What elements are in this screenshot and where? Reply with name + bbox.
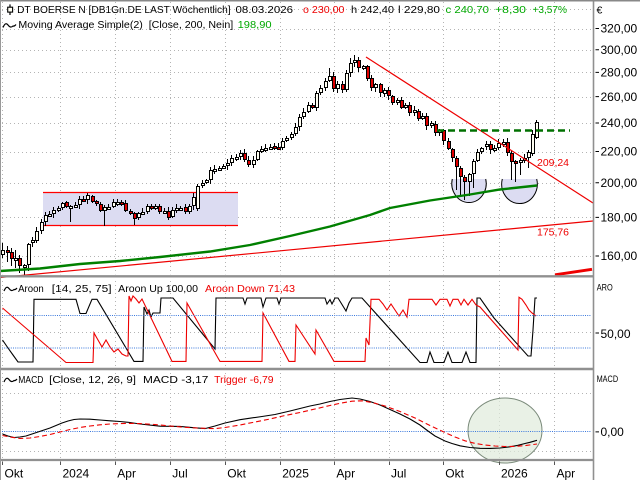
svg-text:300,00: 300,00 [601,43,638,57]
svg-text:50,00: 50,00 [601,327,631,341]
svg-text:0,00: 0,00 [601,425,625,439]
svg-text:240,00: 240,00 [601,116,638,130]
svg-text:+3,57%: +3,57% [533,5,568,16]
svg-text:Jul: Jul [391,467,406,481]
svg-text:MACD: MACD [597,374,619,384]
svg-text:160,00: 160,00 [601,249,638,263]
svg-text:€: € [597,5,603,17]
svg-text:Jul: Jul [172,467,187,481]
svg-text:ARO: ARO [597,282,613,292]
svg-text:Okt: Okt [445,467,464,481]
svg-text:Moving Average Simple(2) [Clo: Moving Average Simple(2) [Close, 200, Ne… [18,20,233,31]
svg-text:DT BOERSE N [DB1Gn.DE LAST Wöc: DT BOERSE N [DB1Gn.DE LAST Wöchentlich] [17,5,231,16]
svg-text:[Close, 12, 26, 9]: [Close, 12, 26, 9] [49,375,136,386]
svg-text:220,00: 220,00 [601,145,638,159]
svg-text:198,90: 198,90 [238,20,272,31]
svg-text:2024: 2024 [63,467,90,481]
svg-text:2026: 2026 [501,467,528,481]
svg-text:MACD -3,17: MACD -3,17 [143,375,209,386]
svg-text:200,00: 200,00 [601,176,638,190]
svg-text:h 242,40: h 242,40 [351,5,394,16]
svg-text:Aroon Up 100,00: Aroon Up 100,00 [118,284,198,295]
svg-text:Okt: Okt [227,467,246,481]
svg-text:2025: 2025 [282,467,309,481]
svg-text:08.03.2026: 08.03.2026 [236,5,294,16]
svg-text:280,00: 280,00 [601,66,638,80]
svg-text:Apr: Apr [336,467,355,481]
svg-text:260,00: 260,00 [601,90,638,104]
svg-text:MACD: MACD [18,375,43,386]
svg-text:175,76: 175,76 [537,227,569,239]
svg-text:Aroon: Aroon [18,284,44,295]
svg-text:Apr: Apr [557,467,576,481]
svg-text:209,24: 209,24 [537,157,569,169]
svg-text:o 230,00: o 230,00 [303,5,345,16]
svg-text:320,00: 320,00 [601,22,638,36]
svg-text:[14, 25, 75]: [14, 25, 75] [52,284,112,295]
svg-text:+8,30: +8,30 [495,5,527,16]
svg-text:Trigger -6,79: Trigger -6,79 [214,375,274,386]
svg-text:180,00: 180,00 [601,211,638,225]
svg-text:Aroon Down 71,43: Aroon Down 71,43 [205,284,295,295]
svg-text:Okt: Okt [5,467,24,481]
svg-text:c 240,70: c 240,70 [446,5,490,16]
svg-text:l 229,80: l 229,80 [398,5,441,16]
svg-text:Apr: Apr [117,467,136,481]
